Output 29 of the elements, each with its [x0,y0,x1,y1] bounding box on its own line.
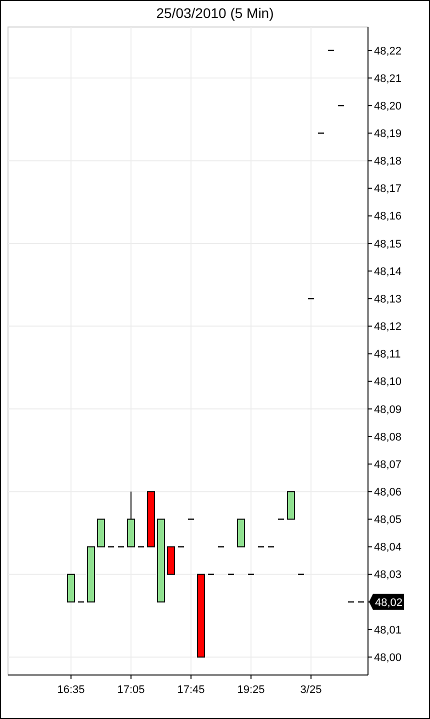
y-tick-label: 48,00 [374,652,402,664]
chart-title: 25/03/2010 (5 Min) [156,5,274,21]
y-tick-label: 48,17 [374,183,402,196]
y-tick-label: 48,07 [374,458,402,471]
x-tick-label: 17:45 [177,684,205,696]
y-tick-label: 48,19 [374,128,402,140]
y-tick-label: 48,08 [374,431,402,444]
y-tick-label: 48,13 [374,293,402,306]
y-tick-label: 48,22 [374,45,402,58]
y-tick-label: 48,05 [374,514,402,526]
y-tick-label: 48,11 [374,348,401,361]
y-tick-label: 48,14 [374,266,402,278]
y-tick-label: 48,12 [374,321,402,334]
y-tick-label: 48,04 [374,542,402,554]
y-tick-label: 48,06 [374,486,402,498]
y-tick-label: 48,20 [374,100,402,112]
x-tick-label: 17:05 [117,684,145,696]
y-tick-label: 48,18 [374,156,402,168]
y-tick-label: 48,09 [374,404,402,416]
y-tick-label: 48,01 [374,624,402,636]
y-tick-label: 48,15 [374,238,402,250]
y-tick-label: 48,03 [374,569,402,582]
x-tick-label: 19:25 [237,684,265,696]
x-tick-label: 16:35 [57,684,85,696]
y-tick-label: 48,10 [374,376,402,388]
x-tick-label: 3/25 [300,684,322,696]
y-tick-label: 48,21 [374,72,402,85]
text: 48,02 [375,596,403,609]
y-tick-label: 48,16 [374,210,402,223]
